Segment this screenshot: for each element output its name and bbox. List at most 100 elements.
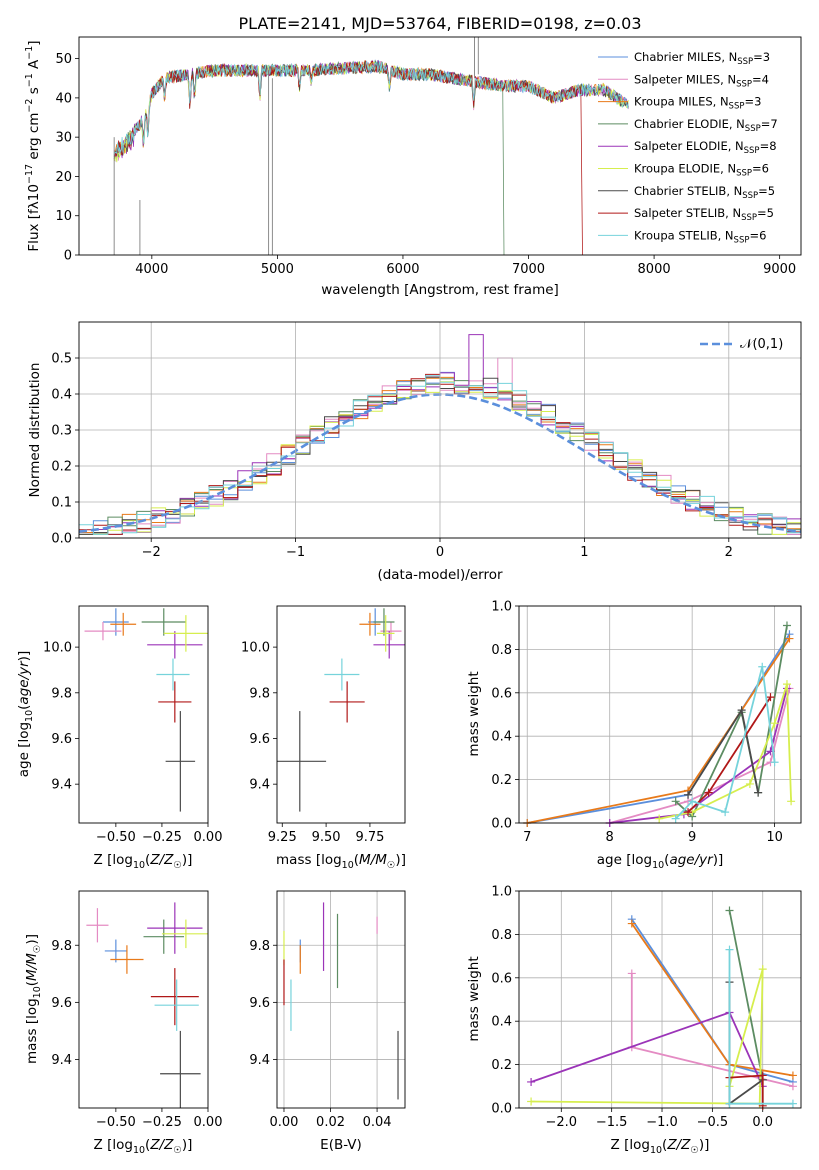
legend-label-kroupa-miles: Kroupa MILES, NSSP=3 <box>634 95 761 112</box>
label-part: )] <box>395 852 406 868</box>
label-part: M/M <box>359 852 387 868</box>
x-tick-label: 0.00 <box>194 830 223 845</box>
label-sub: ☉ <box>387 860 396 871</box>
series-marker-chabrier-stelib <box>737 706 746 715</box>
histogram-x-label: (data-model)/error <box>377 567 503 583</box>
axes-frame <box>276 890 406 1109</box>
y-tick-label: 0.0 <box>491 817 512 832</box>
legend-count: =3 <box>753 50 770 64</box>
series-marker-salpeter-elodie <box>527 1077 536 1086</box>
series-marker-chabrier-stelib <box>684 790 693 799</box>
y-tick-label: 0.4 <box>491 1015 512 1030</box>
legend-name: Salpeter MILES, N <box>634 72 736 86</box>
legend-label-salpeter-elodie: Salpeter ELODIE, NSSP=8 <box>634 139 777 156</box>
normal-legend-label: 𝒩(0,1) <box>740 337 783 352</box>
label-part: age/yr <box>669 852 714 868</box>
label-sub: 10 <box>133 1145 145 1156</box>
series-marker-salpeter-stelib <box>704 788 713 797</box>
legend-label-salpeter-miles: Salpeter MILES, NSSP=4 <box>634 72 769 89</box>
y-tick-label: 9.8 <box>51 939 72 954</box>
label-part: ] <box>26 40 42 45</box>
legend-sub: SSP <box>737 57 753 67</box>
series-marker-kroupa-elodie <box>787 797 796 806</box>
label-sub: ☉ <box>32 945 43 954</box>
series-marker-chabrier-elodie <box>725 906 734 915</box>
age-metallicity-x-label: Z [log10(Z/Z☉)] <box>94 852 193 871</box>
series-marker-kroupa-stelib <box>671 814 680 823</box>
label-sub: 10 <box>650 1145 662 1156</box>
series-marker-chabrier-elodie <box>671 797 680 806</box>
errorbar-group <box>86 902 208 1108</box>
label-part: Z/Z <box>149 852 174 868</box>
legend-label-kroupa-elodie: Kroupa ELODIE, NSSP=6 <box>634 162 769 179</box>
label-part: 10 <box>26 184 42 201</box>
spectrum-x-label: wavelength [Angstrom, rest frame] <box>321 282 559 298</box>
label-part: mass [log <box>24 998 40 1064</box>
label-part: −1 <box>24 46 35 60</box>
legend-name: Salpeter ELODIE, N <box>634 139 744 153</box>
label-sub: 10 <box>32 986 43 998</box>
label-sub: ☉ <box>690 1145 699 1156</box>
label-part: ( <box>145 852 150 868</box>
y-tick-label: 9.4 <box>249 1053 270 1068</box>
x-tick-label: 5000 <box>261 262 294 277</box>
x-tick-label: 0.00 <box>270 1115 299 1130</box>
mass-weight-age-y-label: mass weight <box>466 671 482 756</box>
legend-count: =8 <box>760 139 777 153</box>
series-marker-salpeter-stelib <box>766 693 775 702</box>
x-tick-label: 2 <box>725 545 733 560</box>
mass-weight-age-x-label: age [log10(age/yr)] <box>597 852 723 871</box>
legend-label-kroupa-stelib: Kroupa STELIB, NSSP=6 <box>634 228 766 245</box>
x-tick-label: 1 <box>580 545 588 560</box>
series-marker-kroupa-miles <box>788 1071 797 1080</box>
label-part: −1 <box>24 73 35 87</box>
label-sub: 10 <box>652 860 664 871</box>
histogram-y-label: Normed distribution <box>27 363 43 498</box>
label-part: erg cm <box>26 113 42 164</box>
series-marker-kroupa-stelib <box>758 662 767 671</box>
y-tick-label: 9.6 <box>51 732 72 747</box>
x-tick-label: 4000 <box>135 262 168 277</box>
x-tick-label: −2.0 <box>546 1115 578 1130</box>
legend-sub: SSP <box>736 79 752 89</box>
label-part: M/M <box>24 953 40 981</box>
x-tick-label: 9.25 <box>268 830 297 845</box>
x-tick-label: −2 <box>142 545 161 560</box>
y-tick-label: 10 <box>55 209 72 224</box>
residual-histogram-panel: −2 −1 0 1 2 0.0 0.1 0.2 0.3 0.4 0.5 𝒩(0,1) (data-m… <box>27 321 802 583</box>
legend-name: Chabrier MILES, N <box>634 50 737 64</box>
legend-name: Chabrier ELODIE, N <box>634 117 745 131</box>
y-tick-label: 9.6 <box>249 996 270 1011</box>
legend-count: =6 <box>749 228 766 242</box>
label-sub: ☉ <box>173 860 182 871</box>
legend-count: =3 <box>744 95 761 109</box>
label-part: ( <box>16 705 32 710</box>
y-tick-label: 0.0 <box>491 1102 512 1117</box>
mass-vs-ebv-panel: 0.00 0.02 0.04 9.4 9.6 9.8 <box>249 890 406 1130</box>
x-tick-label: 0.00 <box>194 1115 223 1130</box>
y-tick-label: 0 <box>64 249 72 264</box>
series-line-kroupa-elodie <box>659 683 792 820</box>
mass-metallicity-y-label: mass [log10(M/M☉)] <box>24 934 43 1064</box>
y-tick-label: 10.0 <box>43 641 72 656</box>
y-tick-label: 0.5 <box>51 352 72 367</box>
label-part: Z [log <box>94 852 133 868</box>
axes-frame <box>518 605 802 824</box>
axes-frame <box>78 36 802 256</box>
y-tick-label: 0.4 <box>491 730 512 745</box>
axes-frame <box>78 605 209 824</box>
x-tick-label: −1.0 <box>646 1115 678 1130</box>
series-marker-kroupa-miles <box>785 634 794 643</box>
y-tick-label: 0.6 <box>491 971 512 986</box>
x-tick-label: 6000 <box>386 262 419 277</box>
y-tick-label: 9.8 <box>51 686 72 701</box>
legend-sub: SSP <box>729 102 745 112</box>
mass-metallicity-x-label: Z [log10(Z/Z☉)] <box>94 1137 193 1156</box>
mass-weight-metallicity-y-label: mass weight <box>466 956 482 1041</box>
y-tick-label: 0.0 <box>51 532 72 547</box>
y-tick-label: 0.2 <box>491 1058 512 1073</box>
mass-ebv-x-label: E(B-V) <box>320 1137 362 1153</box>
legend-name: Chabrier STELIB, N <box>634 184 742 198</box>
